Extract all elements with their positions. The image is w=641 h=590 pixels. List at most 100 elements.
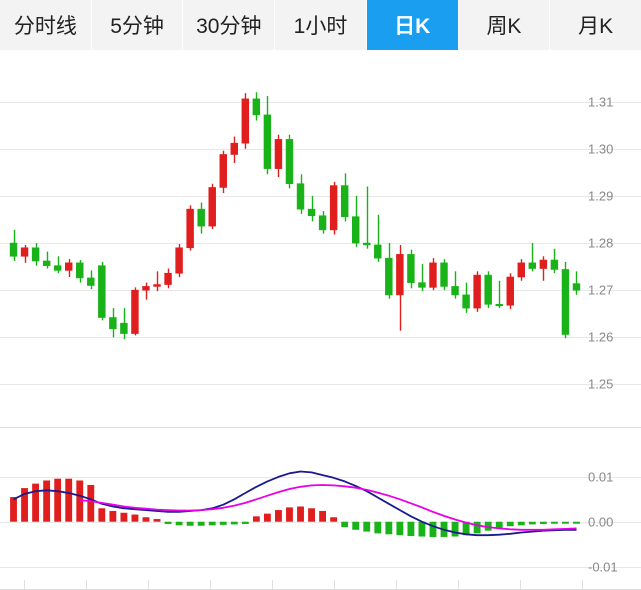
macd-histogram-bar	[87, 484, 95, 522]
candle-body	[263, 114, 272, 169]
macd-histogram-bar	[286, 507, 293, 522]
chart-svg[interactable]: 1.25 1.26 1.27 1.28 1.29 1.30 1.31 -0.01 0.00 0.…	[0, 50, 641, 590]
candle-body	[131, 289, 139, 334]
candle-body	[120, 322, 128, 334]
tab-label: 30分钟	[196, 15, 262, 38]
candlestick-series	[9, 92, 581, 340]
tab-monthly-k[interactable]: 月K	[550, 0, 641, 50]
candle-body	[87, 277, 95, 286]
macd-histogram-bar	[330, 517, 338, 522]
candle-body	[374, 244, 382, 259]
candle-body	[351, 216, 360, 244]
macd-axis-labels: -0.01 0.00 0.01	[588, 470, 618, 575]
tab-timeline[interactable]: 分时线	[0, 0, 92, 50]
candle-body	[429, 262, 437, 288]
macd-histogram-bar	[164, 521, 172, 524]
macd-histogram-bar	[76, 480, 84, 522]
macd-histogram-bar	[153, 519, 161, 522]
tab-30min[interactable]: 30分钟	[183, 0, 276, 50]
candle-body	[462, 294, 470, 309]
macd-lines-series	[13, 470, 577, 537]
macd-histogram-bar	[175, 521, 183, 526]
price-gridlines	[0, 102, 641, 385]
macd-tick-label: 0.01	[588, 470, 613, 485]
candle-body	[451, 286, 459, 296]
price-tick-label: 1.25	[588, 377, 613, 392]
candle-body	[164, 272, 172, 285]
candle-body	[506, 276, 514, 306]
macd-histogram-bar	[539, 521, 547, 524]
candle-body	[407, 254, 415, 283]
macd-histogram-bar	[98, 508, 106, 522]
candle-body	[241, 98, 250, 144]
candle-body	[473, 274, 481, 309]
candle-body	[109, 317, 117, 330]
candle-body	[197, 208, 205, 227]
macd-histogram-bar	[429, 521, 437, 537]
price-tick-label: 1.31	[588, 95, 613, 110]
candle-body	[208, 187, 216, 227]
macd-histogram-bar	[230, 521, 238, 525]
macd-histogram-bar	[297, 506, 304, 522]
price-tick-label: 1.28	[588, 236, 613, 251]
macd-histogram-bar	[319, 510, 327, 522]
macd-histogram-bar	[21, 488, 28, 522]
tab-label: 周K	[486, 15, 522, 38]
macd-histogram-bar	[550, 521, 558, 524]
chart-area: 1.25 1.26 1.27 1.28 1.29 1.30 1.31 -0.01 0.00 0.…	[0, 50, 641, 590]
macd-histogram-bar	[374, 521, 382, 534]
macd-histogram-bar	[109, 510, 117, 522]
candle-body	[9, 242, 18, 257]
macd-histogram-bar	[562, 521, 569, 524]
macd-histogram-bar	[528, 521, 536, 525]
macd-histogram-bar	[451, 521, 459, 537]
candle-body	[42, 260, 51, 266]
macd-tick-label: -0.01	[588, 560, 618, 575]
tab-label: 日K	[394, 15, 431, 38]
candle-body	[186, 208, 194, 249]
macd-histogram-bar	[120, 512, 128, 522]
candle-body	[142, 286, 150, 291]
tab-5min[interactable]: 5分钟	[91, 0, 184, 50]
tab-label: 分时线	[13, 15, 77, 38]
candle-body	[385, 257, 393, 296]
tab-weekly-k[interactable]: 周K	[458, 0, 551, 50]
macd-histogram-bar	[252, 516, 260, 522]
price-tick-label: 1.27	[588, 283, 613, 298]
candle-body	[64, 262, 73, 271]
tab-daily-k[interactable]: 日K	[366, 0, 459, 50]
macd-histogram-bar	[573, 521, 580, 524]
candle-body	[495, 304, 503, 307]
candle-body	[98, 265, 106, 318]
price-tick-label: 1.29	[588, 189, 613, 204]
tab-1hour[interactable]: 1小时	[275, 0, 367, 50]
macd-histogram-bar	[396, 521, 404, 536]
candle-body	[517, 262, 526, 278]
candle-body	[418, 282, 426, 288]
macd-histogram-bar	[32, 483, 40, 522]
candle-body	[20, 247, 29, 257]
macd-histogram-bar	[54, 478, 62, 522]
candle-body	[440, 262, 448, 287]
candle-body	[396, 254, 404, 296]
macd-tick-label: 0.00	[588, 515, 613, 530]
candle-body	[528, 262, 537, 269]
price-tick-label: 1.26	[588, 330, 613, 345]
macd-histogram-bar	[363, 521, 371, 532]
macd-histogram-bar	[473, 521, 481, 534]
macd-histogram-bar	[385, 521, 393, 535]
macd-histogram-bar	[142, 517, 150, 522]
macd-histogram-bar	[197, 521, 205, 526]
candle-body	[252, 98, 261, 116]
candle-body	[329, 185, 338, 231]
macd-histogram-bar	[43, 480, 51, 522]
candle-body	[53, 265, 62, 271]
macd-histogram-bar	[10, 497, 17, 522]
macd-histogram-bar	[219, 521, 227, 525]
candle-body	[561, 269, 570, 335]
candle-body	[285, 139, 294, 184]
macd-dea-line	[79, 484, 577, 531]
macd-histogram-bar	[418, 521, 426, 537]
candle-body	[550, 259, 559, 270]
candle-body	[31, 247, 40, 262]
